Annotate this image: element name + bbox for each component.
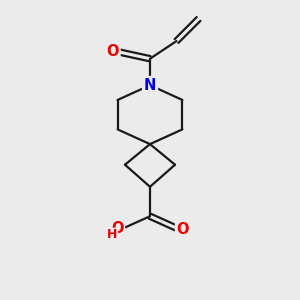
Text: O: O bbox=[111, 220, 123, 236]
Text: O: O bbox=[106, 44, 119, 59]
Text: H: H bbox=[107, 228, 118, 241]
Text: O: O bbox=[177, 222, 189, 237]
Text: N: N bbox=[144, 78, 156, 93]
